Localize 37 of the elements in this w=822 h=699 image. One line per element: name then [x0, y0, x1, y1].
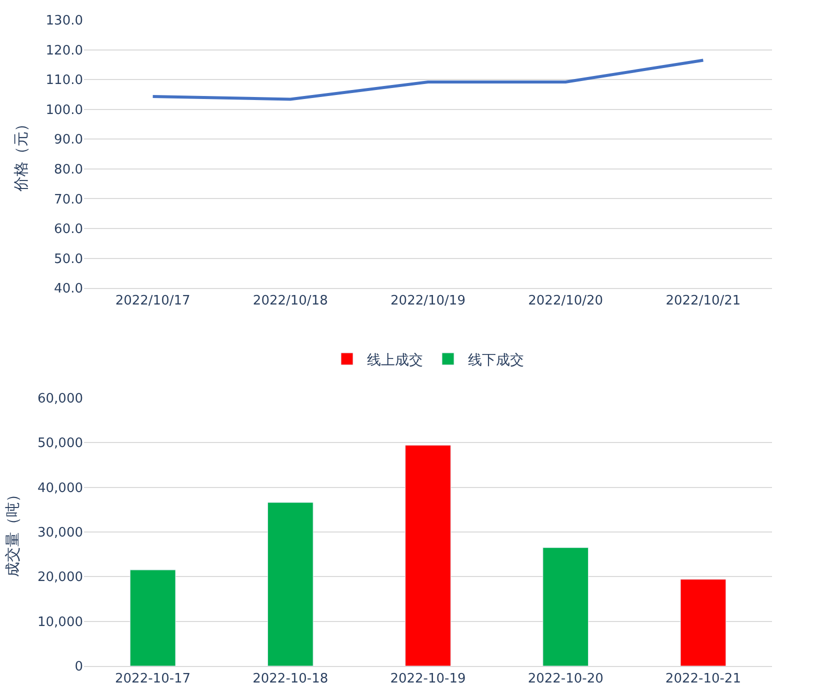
- y-tick-label: 30,000: [38, 526, 83, 540]
- legend-label: 线上成交: [367, 352, 423, 368]
- bar: [405, 445, 451, 666]
- y-tick-label: 50,000: [38, 436, 83, 452]
- y-tick-label: 130.0: [46, 14, 83, 29]
- y-tick-label: 100.0: [46, 102, 83, 118]
- x-tick-label: 2022/10/20: [528, 294, 604, 309]
- x-tick-label: 2022/10/18: [252, 294, 328, 309]
- bar: [130, 570, 176, 666]
- y-tick-label: 120.0: [46, 43, 83, 58]
- y-tick-label: 40.0: [54, 282, 83, 297]
- x-tick-label: 2022-10-21: [665, 672, 741, 687]
- y-axis-title: 价格（元）: [12, 116, 30, 193]
- y-axis-title: 成交量（吨）: [4, 486, 22, 577]
- x-tick-label: 2022-10-17: [115, 672, 191, 687]
- bar: [267, 502, 314, 666]
- x-tick-label: 2022/10/21: [666, 294, 741, 309]
- x-tick-label: 2022-10-18: [252, 672, 328, 687]
- x-tick-label: 2022/10/19: [390, 294, 466, 309]
- line-series: [151, 58, 705, 101]
- y-tick-label: 20,000: [38, 570, 83, 586]
- y-tick-label: 90.0: [54, 132, 83, 148]
- x-tick-label: 2022-10-20: [528, 672, 604, 687]
- y-tick-label: 80.0: [54, 162, 83, 178]
- legend-label: 线下成交: [468, 352, 524, 368]
- y-tick-label: 10,000: [38, 614, 83, 630]
- y-tick-label: 0: [74, 660, 83, 675]
- bar: [680, 579, 726, 666]
- y-tick-label: 70.0: [54, 192, 83, 208]
- x-tick-label: 2022-10-19: [390, 672, 466, 687]
- y-tick-label: 40,000: [38, 480, 83, 496]
- y-tick-label: 50.0: [54, 252, 83, 267]
- x-tick-label: 2022/10/17: [115, 294, 190, 309]
- y-tick-label: 110.0: [46, 73, 83, 88]
- y-tick-label: 60.0: [54, 222, 83, 238]
- y-tick-label: 60,000: [38, 391, 83, 406]
- bar: [542, 547, 589, 666]
